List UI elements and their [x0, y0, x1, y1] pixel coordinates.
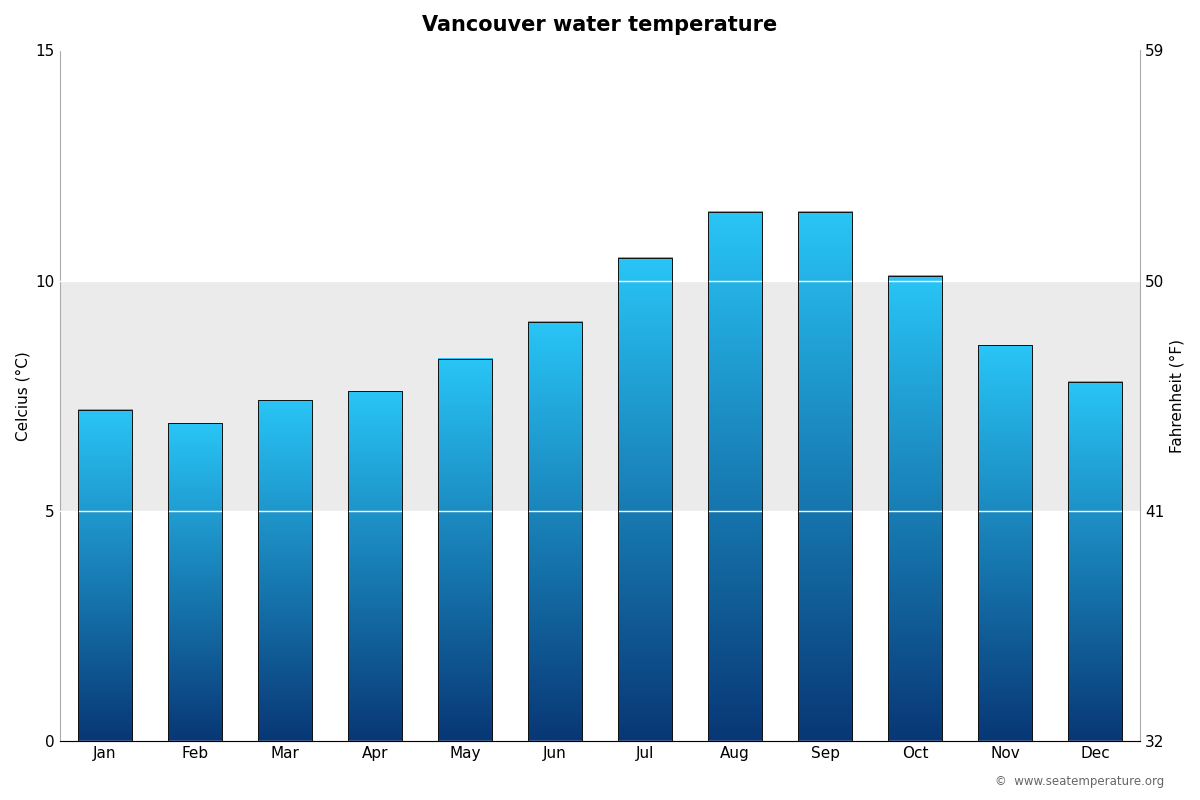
Text: ©  www.seatemperature.org: © www.seatemperature.org: [995, 775, 1164, 788]
Bar: [1068, 382, 1122, 741]
Bar: [528, 322, 582, 741]
Bar: [798, 212, 852, 741]
Bar: [168, 423, 222, 741]
Bar: [60, 281, 1140, 511]
Bar: [618, 258, 672, 741]
Y-axis label: Fahrenheit (°F): Fahrenheit (°F): [1170, 338, 1186, 453]
Title: Vancouver water temperature: Vancouver water temperature: [422, 15, 778, 35]
Bar: [348, 391, 402, 741]
Bar: [708, 212, 762, 741]
Bar: [978, 345, 1032, 741]
Bar: [78, 410, 132, 741]
Y-axis label: Celcius (°C): Celcius (°C): [16, 351, 30, 441]
Bar: [438, 359, 492, 741]
Bar: [258, 400, 312, 741]
Bar: [888, 276, 942, 741]
